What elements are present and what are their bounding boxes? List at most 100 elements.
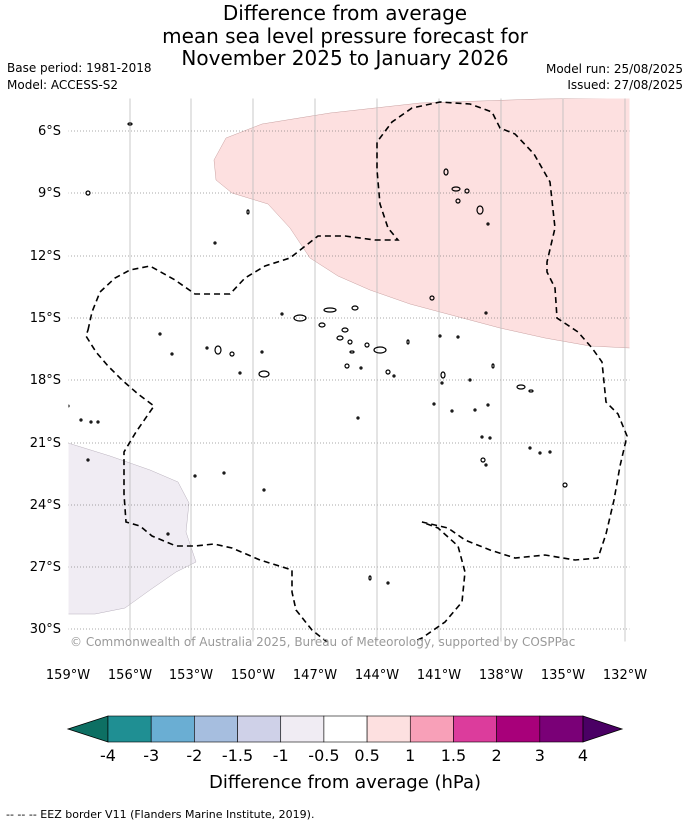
island-12 <box>280 312 284 316</box>
gridlines <box>68 98 630 642</box>
island-21 <box>364 342 370 348</box>
island-45 <box>450 409 454 413</box>
island-38 <box>440 371 446 379</box>
island-26 <box>158 332 162 336</box>
island-67 <box>166 532 170 536</box>
island-9 <box>486 222 490 226</box>
island-33 <box>238 371 242 375</box>
island-50 <box>89 420 93 424</box>
chart-title-line-3: November 2025 to January 2026 <box>181 46 509 70</box>
colorbar-cell-6 <box>366 715 411 743</box>
lat-label-21S: 21°S <box>30 436 61 451</box>
issued-label: Issued: 27/08/2025 <box>567 78 683 92</box>
colorbar-tick-label-6: 0.5 <box>354 746 379 765</box>
lon-label-141W: 141°W <box>417 668 461 683</box>
island-59 <box>480 457 486 463</box>
island-32 <box>258 370 270 378</box>
island-64 <box>562 482 568 488</box>
island-31 <box>260 350 264 354</box>
lat-label-30S: 30°S <box>30 622 61 637</box>
island-57 <box>480 435 484 439</box>
island-22 <box>373 346 387 354</box>
island-51 <box>96 420 100 424</box>
island-66 <box>386 581 390 585</box>
island-40 <box>468 378 472 382</box>
lon-label-150W: 150°W <box>231 668 275 683</box>
colorbar-tick-label-9: 2 <box>492 746 502 765</box>
island-6 <box>464 188 470 194</box>
island-56 <box>262 488 266 492</box>
colorbar-tick-label-5: -0.5 <box>308 746 339 765</box>
lon-label-147W: 147°W <box>293 668 337 683</box>
chart-title-line-1: Difference from average <box>222 1 468 25</box>
colorbar-cell-4 <box>280 715 325 743</box>
island-13 <box>293 314 307 322</box>
island-49 <box>79 418 83 422</box>
island-46 <box>473 408 477 412</box>
island-35 <box>359 366 363 370</box>
colorbar-cell-9 <box>496 715 541 743</box>
island-10 <box>429 295 435 301</box>
colorbar-cell-0 <box>107 715 152 743</box>
island-15 <box>351 305 359 311</box>
island-48 <box>356 416 360 420</box>
island-42 <box>516 384 526 390</box>
island-2 <box>246 209 250 215</box>
island-0 <box>127 122 133 126</box>
lon-label-153W: 153°W <box>169 668 213 683</box>
island-7 <box>455 198 461 204</box>
island-39 <box>440 381 444 385</box>
island-58 <box>488 436 492 440</box>
colorbar-tick-label-1: -3 <box>143 746 159 765</box>
model-run-label: Model run: 25/08/2025 <box>545 62 683 76</box>
lat-label-27S: 27°S <box>30 560 61 575</box>
island-43 <box>528 389 534 393</box>
lon-label-135W: 135°W <box>541 668 585 683</box>
island-18 <box>336 335 344 341</box>
lon-label-156W: 156°W <box>108 668 152 683</box>
island-61 <box>528 446 532 450</box>
colorbar-tick-label-3: -1.5 <box>222 746 253 765</box>
island-25 <box>456 335 460 339</box>
island-3 <box>213 241 217 245</box>
lon-label-138W: 138°W <box>479 668 523 683</box>
colorbar-cell-7 <box>409 715 454 743</box>
colorbar-cell-8 <box>453 715 497 743</box>
colorbar-cell-5 <box>323 715 368 743</box>
colorbar-extend-high <box>582 715 624 743</box>
island-62 <box>538 451 542 455</box>
island-47 <box>486 403 490 407</box>
colorbar-cell-1 <box>150 715 195 743</box>
copyright-text: © Commonwealth of Australia 2025, Bureau… <box>70 635 575 649</box>
colorbar-cell-10 <box>539 715 584 743</box>
lat-label-15S: 15°S <box>30 311 61 326</box>
colorbar-tick-label-11: 4 <box>578 746 588 765</box>
positive-anomaly-region <box>213 98 630 349</box>
map-area <box>68 98 630 642</box>
island-54 <box>222 471 226 475</box>
island-65 <box>368 575 372 581</box>
island-19 <box>347 339 353 345</box>
colorbar-tick-label-8: 1.5 <box>441 746 466 765</box>
eez-border <box>85 101 628 642</box>
island-1 <box>85 190 91 196</box>
lon-label-132W: 132°W <box>603 668 647 683</box>
eez-border-footnote: -- -- -- EEZ border V11 (Flanders Marine… <box>6 808 315 821</box>
island-24 <box>438 334 442 338</box>
island-30 <box>229 351 235 357</box>
lat-label-18S: 18°S <box>30 373 61 388</box>
colorbar-cell-3 <box>237 715 282 743</box>
island-5 <box>451 186 461 192</box>
colorbar-cell-2 <box>194 715 238 743</box>
model-label: Model: ACCESS-S2 <box>7 78 119 92</box>
island-16 <box>318 322 326 328</box>
island-52 <box>68 404 70 408</box>
island-29 <box>214 345 222 355</box>
island-36 <box>385 369 391 375</box>
base-period-label: Base period: 1981-2018 <box>7 61 152 75</box>
island-63 <box>548 450 552 454</box>
island-23 <box>406 339 410 345</box>
colorbar-tick-label-4: -1 <box>273 746 289 765</box>
island-53 <box>86 458 90 462</box>
